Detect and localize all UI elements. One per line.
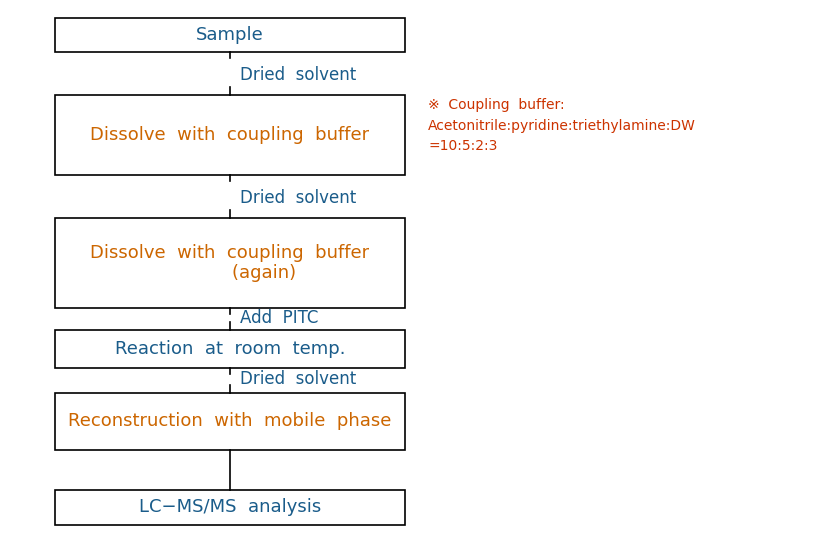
- Bar: [55, 490, 405, 525]
- Text: Add  PITC: Add PITC: [240, 309, 318, 327]
- Bar: [55, 330, 405, 368]
- Text: Dissolve  with  coupling  buffer: Dissolve with coupling buffer: [91, 126, 370, 144]
- Text: Dried  solvent: Dried solvent: [240, 370, 356, 388]
- Bar: [55, 393, 405, 450]
- Text: LC−MS/MS  analysis: LC−MS/MS analysis: [139, 498, 321, 517]
- Bar: [55, 18, 405, 52]
- Bar: [55, 218, 405, 308]
- Text: Reconstruction  with  mobile  phase: Reconstruction with mobile phase: [68, 412, 391, 431]
- Text: Reaction  at  room  temp.: Reaction at room temp.: [115, 340, 345, 358]
- Text: Dried  solvent: Dried solvent: [240, 189, 356, 207]
- Bar: [55, 95, 405, 175]
- Text: Dissolve  with  coupling  buffer
            (again): Dissolve with coupling buffer (again): [91, 244, 370, 282]
- Text: Sample: Sample: [196, 26, 264, 44]
- Text: ※  Coupling  buffer:
Acetonitrile:pyridine:triethylamine:DW
=10:5:2:3: ※ Coupling buffer: Acetonitrile:pyridine…: [428, 98, 696, 153]
- Text: Dried  solvent: Dried solvent: [240, 66, 356, 84]
